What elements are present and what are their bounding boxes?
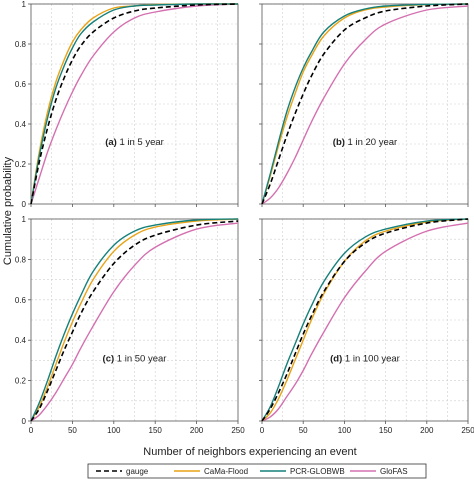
series-line-cama-flood xyxy=(261,218,469,422)
panel-d: 0 50 100 150 200 250 (d) 1 in 100 year xyxy=(259,218,474,435)
y-tick-label: 0 xyxy=(22,417,27,426)
y-tick-label: 0 xyxy=(22,200,27,209)
panel-label: (d) 1 in 100 year xyxy=(330,353,400,364)
series-group xyxy=(261,3,469,205)
panel-label-text: 1 in 50 year xyxy=(114,353,166,364)
panel-label: (c) 1 in 50 year xyxy=(103,353,167,364)
x-tick-label: 150 xyxy=(149,426,163,435)
grid xyxy=(31,3,238,204)
y-axis-title: Cumulative probability xyxy=(2,156,14,265)
series-line-glofas xyxy=(30,3,239,205)
series-line-gauge xyxy=(30,220,239,422)
x-tick-label: 250 xyxy=(461,426,474,435)
legend-label-gauge: gauge xyxy=(126,467,149,476)
series-line-glofas xyxy=(30,222,239,422)
panel-label-letter: (c) xyxy=(103,353,115,364)
legend-label-cama-flood: CaMa-Flood xyxy=(204,467,248,476)
legend-box xyxy=(87,463,427,479)
y-tick-label: 0.2 xyxy=(15,160,27,169)
panel-label: (b) 1 in 20 year xyxy=(333,137,397,148)
x-tick-label: 0 xyxy=(260,426,265,435)
series-line-gauge xyxy=(261,218,469,422)
series-line-glofas xyxy=(261,222,469,422)
plot-frame xyxy=(261,3,469,205)
panel-c: 0 50 100 150 200 250 0 0.2 0.4 0.6 0.8 1 (c) 1 in 50… xyxy=(15,215,245,435)
y-tick-label: 0.4 xyxy=(15,336,27,345)
series-line-pcr-globwb xyxy=(30,218,239,422)
series-line-pcr-globwb xyxy=(261,3,469,205)
legend-label-pcr-globwb: PCR-GLOBWB xyxy=(290,467,345,476)
series-group xyxy=(30,3,239,205)
panel-label-text: 1 in 20 year xyxy=(345,137,397,148)
plot-frame xyxy=(261,218,469,422)
grid xyxy=(262,3,468,204)
series-line-pcr-globwb xyxy=(261,218,469,422)
y-tick-label: 0.6 xyxy=(15,296,27,305)
legend-label-glofas: GloFAS xyxy=(380,467,408,476)
panel-label-letter: (a) xyxy=(105,137,117,148)
series-group xyxy=(30,218,239,422)
y-tick-label: 0.4 xyxy=(15,120,27,129)
y-tick-label: 0.2 xyxy=(15,377,27,386)
plot-frame xyxy=(30,218,239,422)
panel-label-letter: (d) xyxy=(330,353,342,364)
series-line-glofas xyxy=(261,5,469,205)
y-tick-label: 1 xyxy=(22,0,27,9)
panel-label: (a) 1 in 5 year xyxy=(105,137,164,148)
grid xyxy=(31,218,238,421)
legend: gauge CaMa-Flood PCR-GLOBWB GloFAS xyxy=(87,463,427,479)
y-tick-label: 0.8 xyxy=(15,40,27,49)
x-tick-label: 100 xyxy=(338,426,352,435)
x-tick-label: 100 xyxy=(107,426,121,435)
panel-label-letter: (b) xyxy=(333,137,345,148)
panels: 0 0.2 0.4 0.6 0.8 1 (a) 1 in 5 year (b) 1 in 20… xyxy=(15,0,474,435)
plot-frame xyxy=(30,3,239,205)
panel-b: (b) 1 in 20 year xyxy=(259,3,469,207)
x-tick-label: 200 xyxy=(190,426,204,435)
panel-a: 0 0.2 0.4 0.6 0.8 1 (a) 1 in 5 year xyxy=(15,0,239,209)
x-axis-title: Number of neighbors experiencing an even… xyxy=(143,446,356,458)
x-tick-label: 150 xyxy=(379,426,393,435)
series-line-gauge xyxy=(261,3,469,205)
grid xyxy=(262,218,468,421)
x-tick-label: 50 xyxy=(68,426,77,435)
x-tick-label: 50 xyxy=(299,426,308,435)
x-tick-label: 250 xyxy=(231,426,245,435)
series-line-pcr-globwb xyxy=(30,3,239,205)
y-tick-label: 0.6 xyxy=(15,80,27,89)
y-tick-label: 0.8 xyxy=(15,255,27,264)
y-tick-label: 1 xyxy=(22,215,27,224)
panel-label-text: 1 in 5 year xyxy=(117,137,164,148)
x-tick-label: 200 xyxy=(420,426,434,435)
series-line-cama-flood xyxy=(261,3,469,205)
panel-label-text: 1 in 100 year xyxy=(342,353,400,364)
series-line-cama-flood xyxy=(30,218,239,422)
x-tick-label: 0 xyxy=(29,426,34,435)
series-group xyxy=(261,218,469,422)
